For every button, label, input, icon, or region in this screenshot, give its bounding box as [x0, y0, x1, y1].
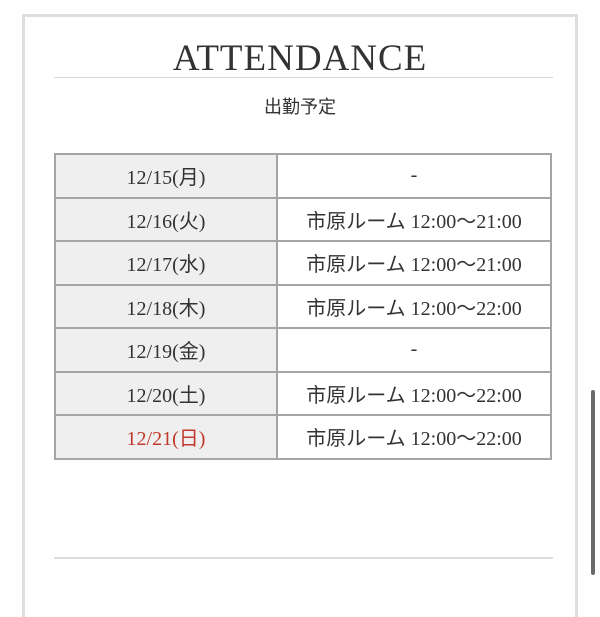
page-title: ATTENDANCE	[172, 38, 428, 79]
date-cell: 12/20(土)	[54, 370, 278, 416]
table-row: 12/15(月) -	[54, 153, 552, 199]
date-cell: 12/17(水)	[54, 240, 278, 286]
shift-cell: 市原ルーム 12:00〜22:00	[276, 283, 552, 329]
shift-cell: 市原ルーム 12:00〜22:00	[276, 414, 552, 460]
scrollbar[interactable]	[591, 390, 595, 575]
date-cell-sunday: 12/21(日)	[54, 414, 278, 460]
table-row: 12/19(金) -	[54, 327, 552, 373]
table-row: 12/17(水) 市原ルーム 12:00〜21:00	[54, 240, 552, 286]
date-cell: 12/19(金)	[54, 327, 278, 373]
table-row: 12/20(土) 市原ルーム 12:00〜22:00	[54, 370, 552, 416]
shift-cell: 市原ルーム 12:00〜21:00	[276, 196, 552, 242]
table-row: 12/16(火) 市原ルーム 12:00〜21:00	[54, 196, 552, 242]
shift-cell: 市原ルーム 12:00〜21:00	[276, 240, 552, 286]
shift-cell: -	[276, 327, 552, 373]
date-cell: 12/18(木)	[54, 283, 278, 329]
table-row: 12/21(日) 市原ルーム 12:00〜22:00	[54, 414, 552, 460]
title-divider	[54, 77, 553, 78]
shift-cell: -	[276, 153, 552, 199]
schedule-table: 12/15(月) - 12/16(火) 市原ルーム 12:00〜21:00 12/1…	[54, 153, 552, 460]
bottom-divider	[54, 557, 553, 559]
table-row: 12/18(木) 市原ルーム 12:00〜22:00	[54, 283, 552, 329]
attendance-card: ATTENDANCE 出勤予定 12/15(月) - 12/16(火) 市原ルーム …	[22, 14, 578, 617]
date-cell: 12/15(月)	[54, 153, 278, 199]
section-subtitle: 出勤予定	[264, 97, 336, 117]
date-cell: 12/16(火)	[54, 196, 278, 242]
shift-cell: 市原ルーム 12:00〜22:00	[276, 370, 552, 416]
